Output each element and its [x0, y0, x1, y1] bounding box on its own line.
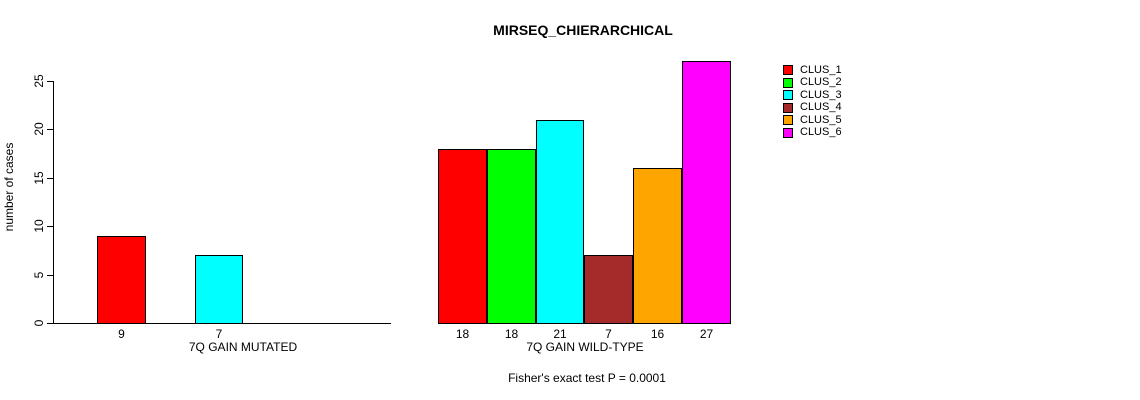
y-tick-label: 15: [32, 171, 46, 185]
legend-label: CLUS_1: [800, 63, 842, 76]
legend-swatch: [783, 77, 793, 88]
bar-clus_3: [195, 255, 243, 324]
fisher-test-annotation: Fisher's exact test P = 0.0001: [508, 371, 666, 385]
y-tick-mark: [47, 323, 53, 324]
bar-clus_5: [633, 168, 682, 324]
bar-clus_3: [536, 120, 584, 324]
legend-swatch: [783, 90, 793, 100]
y-tick-mark: [47, 178, 53, 179]
bar-value-label: 7: [605, 327, 612, 341]
bar-value-label: 7: [215, 327, 223, 341]
bar-value-label: 27: [699, 327, 714, 341]
legend-swatch: [783, 127, 793, 138]
legend-item: CLUS_3: [783, 88, 842, 101]
group-label-mutated: 7Q GAIN MUTATED: [188, 340, 298, 354]
bar-value-label: 16: [650, 327, 665, 341]
legend: CLUS_1 CLUS_2 CLUS_3 CLUS_4 CLUS_5 CLUS_6: [783, 63, 842, 140]
group-label-wildtype: 7Q GAIN WILD-TYPE: [526, 340, 644, 354]
legend-label: CLUS_4: [800, 101, 842, 113]
y-tick-mark: [47, 81, 53, 82]
y-axis-line: [53, 81, 54, 324]
bar-value-label: 9: [118, 327, 125, 341]
bar-value-label: 18: [455, 327, 470, 341]
legend-swatch: [783, 65, 793, 75]
legend-item: CLUS_1: [783, 63, 842, 76]
legend-item: CLUS_6: [783, 126, 842, 138]
y-tick-label: 5: [32, 271, 46, 279]
legend-item: CLUS_5: [783, 113, 842, 126]
chart-title: MIRSEQ_CHIERARCHICAL: [493, 22, 673, 38]
y-tick-mark: [47, 226, 53, 227]
y-tick-mark: [47, 275, 53, 276]
bar-clus_2: [487, 149, 536, 324]
legend-swatch: [783, 102, 793, 113]
y-tick-label: 0: [32, 319, 46, 327]
bar-clus_1: [438, 149, 487, 324]
bar-value-label: 18: [504, 327, 519, 341]
y-tick-label: 20: [32, 122, 46, 136]
bar-value-label: 21: [553, 327, 567, 341]
legend-swatch: [783, 115, 793, 125]
bar-clus_1: [97, 236, 146, 324]
legend-label: CLUS_6: [800, 126, 842, 138]
y-tick-mark: [47, 129, 53, 130]
legend-item: CLUS_4: [783, 101, 842, 113]
bar-clus_6: [682, 61, 731, 324]
y-tick-label: 25: [32, 74, 46, 88]
legend-item: CLUS_2: [783, 76, 842, 88]
legend-label: CLUS_3: [800, 88, 842, 101]
bar-clus_4: [584, 255, 633, 324]
y-axis-title: number of cases: [2, 142, 16, 232]
y-tick-label: 10: [32, 219, 46, 233]
legend-label: CLUS_5: [800, 113, 842, 126]
legend-label: CLUS_2: [800, 76, 842, 88]
